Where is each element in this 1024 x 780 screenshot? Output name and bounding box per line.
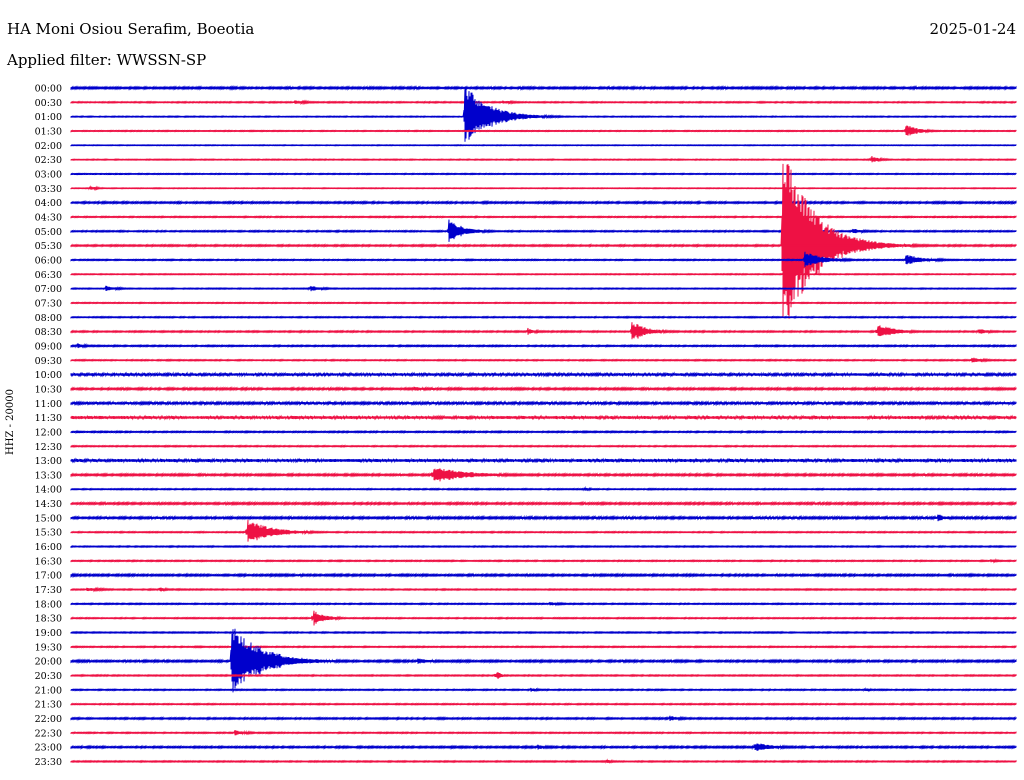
time-label-1100: 11:00 — [35, 399, 62, 410]
time-label-2330: 23:30 — [35, 757, 62, 768]
time-label-0330: 03:30 — [35, 184, 62, 195]
time-label-1800: 18:00 — [35, 599, 62, 610]
time-label-0400: 04:00 — [35, 198, 62, 209]
time-label-2030: 20:30 — [35, 671, 62, 682]
time-label-1400: 14:00 — [35, 485, 62, 496]
time-label-2130: 21:30 — [35, 700, 62, 711]
time-label-1630: 16:30 — [35, 556, 62, 567]
time-label-2230: 22:30 — [35, 728, 62, 739]
time-label-1930: 19:30 — [35, 642, 62, 653]
time-label-1900: 19:00 — [35, 628, 62, 639]
time-label-0030: 00:30 — [35, 98, 62, 109]
time-label-2100: 21:00 — [35, 685, 62, 696]
time-label-2300: 23:00 — [35, 743, 62, 754]
time-label-0500: 05:00 — [35, 227, 62, 238]
time-label-0730: 07:30 — [35, 298, 62, 309]
trace-0830 — [70, 322, 1017, 340]
time-label-0830: 08:30 — [35, 327, 62, 338]
time-label-0900: 09:00 — [35, 341, 62, 352]
time-label-0600: 06:00 — [35, 255, 62, 266]
time-label-1230: 12:30 — [35, 442, 62, 453]
filter-label: Applied filter: WWSSN-SP — [7, 51, 207, 69]
trace-1530 — [70, 519, 1017, 542]
time-label-0700: 07:00 — [35, 284, 62, 295]
time-label-1500: 15:00 — [35, 513, 62, 524]
time-label-1130: 11:30 — [35, 413, 62, 424]
date-label: 2025-01-24 — [929, 20, 1016, 38]
time-label-0800: 08:00 — [35, 313, 62, 324]
station-title: HA Moni Osiou Serafim, Boeotia — [7, 20, 255, 38]
time-label-1330: 13:30 — [35, 470, 62, 481]
time-label-0530: 05:30 — [35, 241, 62, 252]
time-label-0930: 09:30 — [35, 356, 62, 367]
time-label-0230: 02:30 — [35, 155, 62, 166]
time-label-1830: 18:30 — [35, 614, 62, 625]
time-label-1300: 13:00 — [35, 456, 62, 467]
time-label-0630: 06:30 — [35, 270, 62, 281]
time-label-0430: 04:30 — [35, 212, 62, 223]
time-label-0000: 00:00 — [35, 84, 62, 95]
time-label-0100: 01:00 — [35, 112, 62, 123]
time-label-1430: 14:30 — [35, 499, 62, 510]
time-label-0130: 01:30 — [35, 126, 62, 137]
time-label-2000: 20:00 — [35, 657, 62, 668]
time-label-1200: 12:00 — [35, 427, 62, 438]
time-label-1600: 16:00 — [35, 542, 62, 553]
time-label-2200: 22:00 — [35, 714, 62, 725]
time-label-1030: 10:30 — [35, 384, 62, 395]
trace-0100 — [70, 86, 1017, 142]
time-label-0200: 02:00 — [35, 141, 62, 152]
time-label-0300: 03:00 — [35, 169, 62, 180]
time-label-1000: 10:00 — [35, 370, 62, 381]
time-label-1530: 15:30 — [35, 528, 62, 539]
time-label-1700: 17:00 — [35, 571, 62, 582]
time-label-1730: 17:30 — [35, 585, 62, 596]
